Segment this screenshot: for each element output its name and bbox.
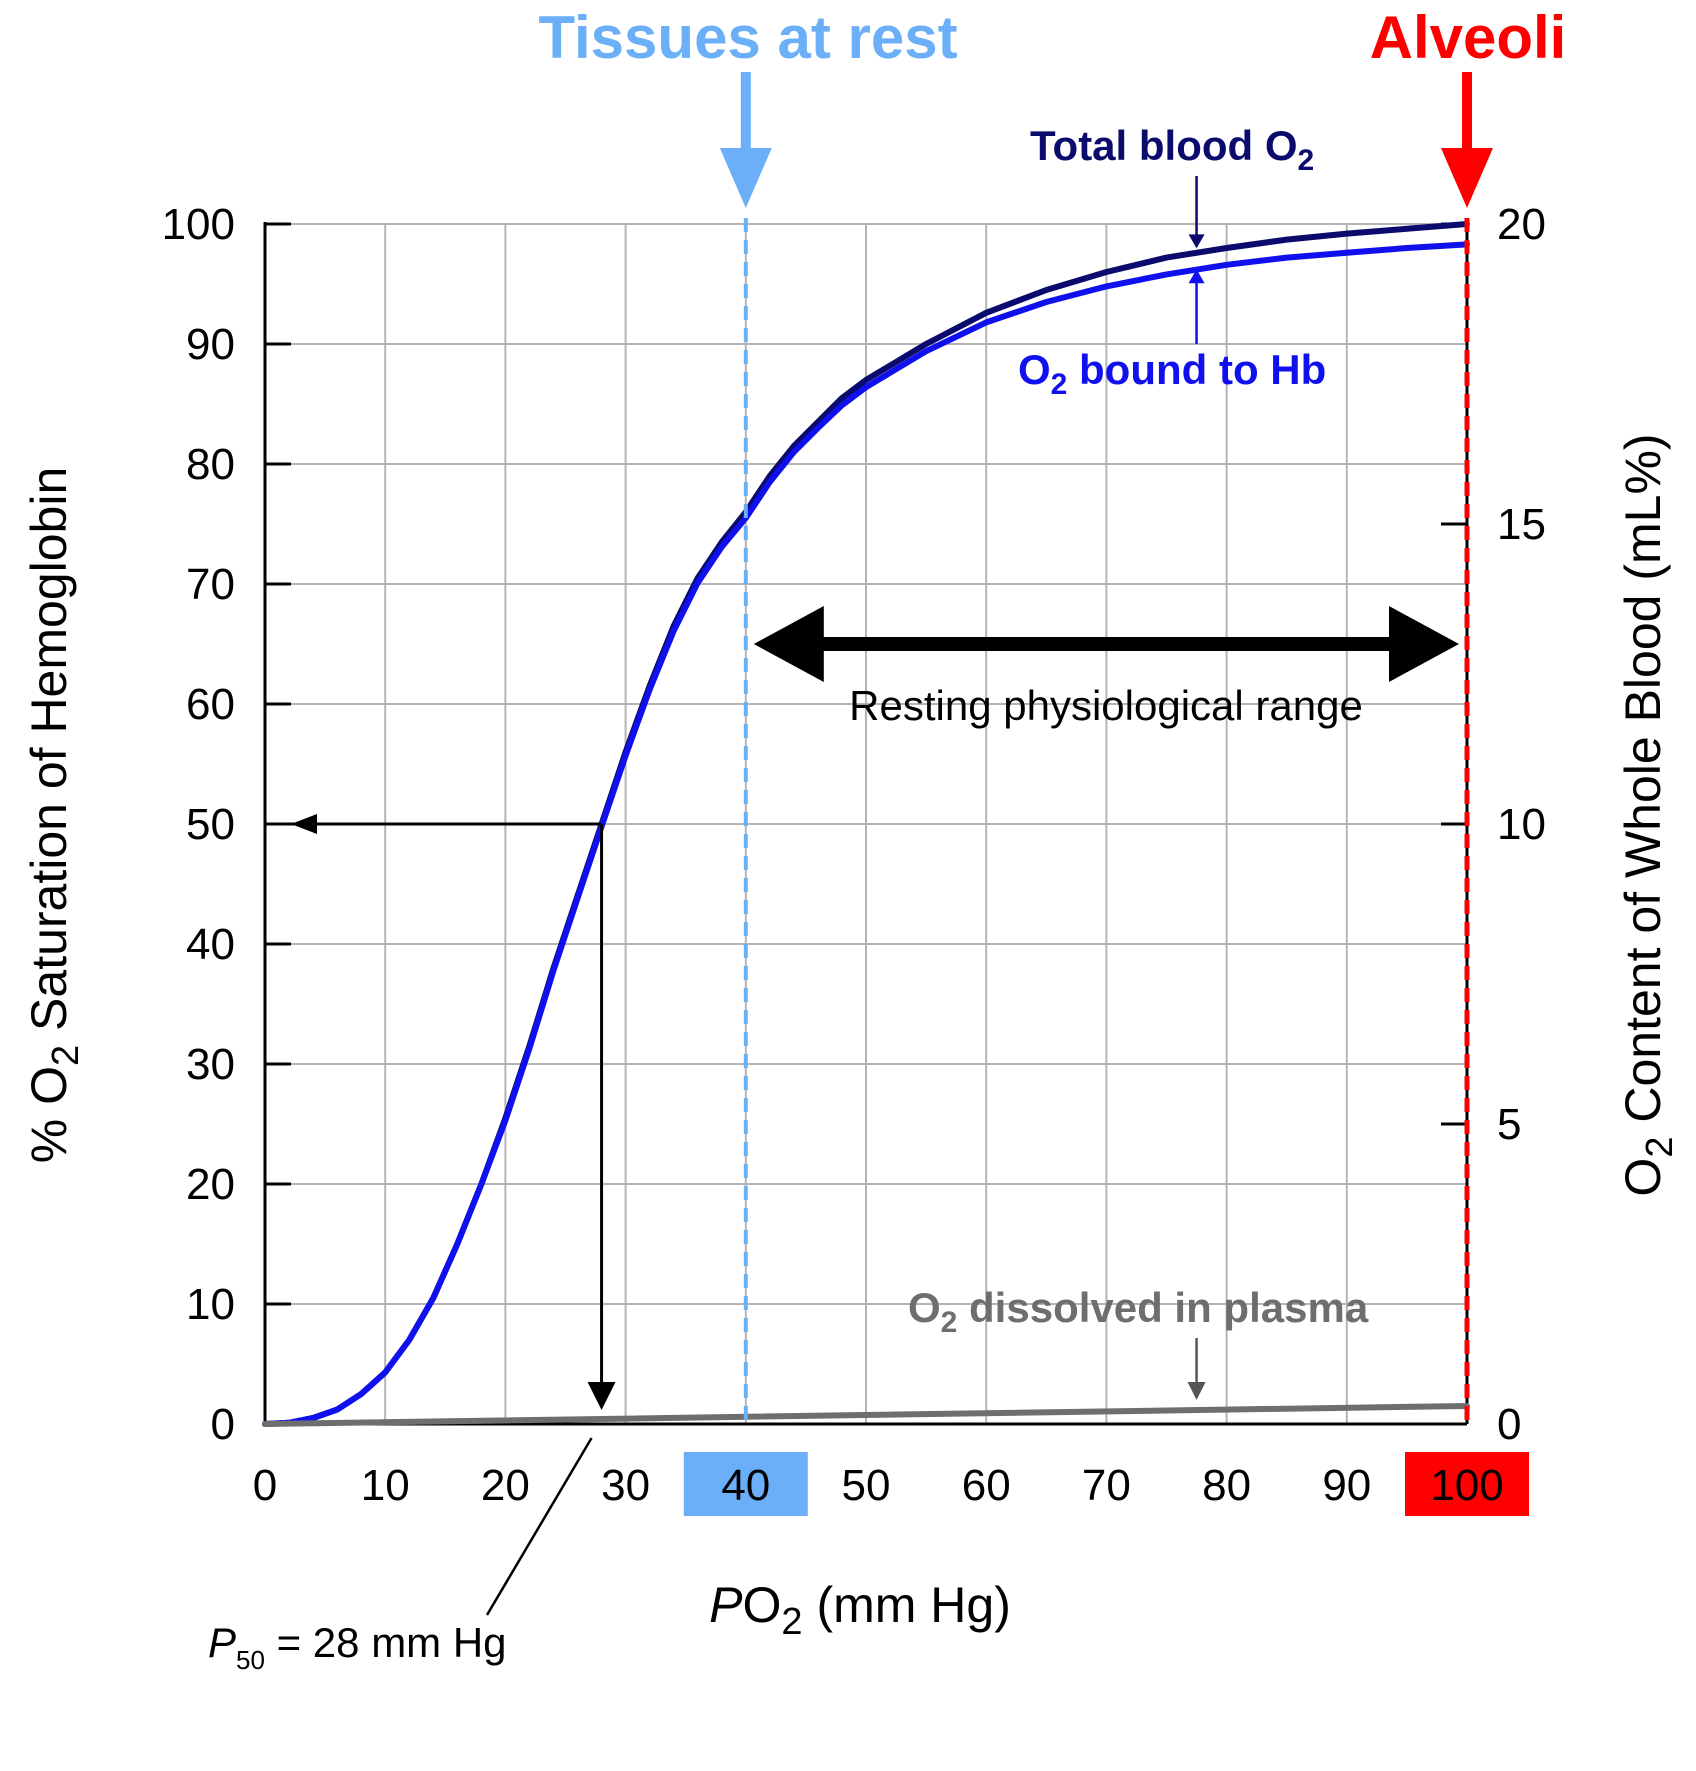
range-arrow-head-right: [1389, 606, 1459, 682]
y-left-tick-label: 50: [186, 800, 235, 849]
p50-leader-line: [485, 1437, 593, 1616]
y-left-tick-label: 100: [162, 200, 235, 249]
x-tick-label: 40: [721, 1461, 770, 1510]
resting-range-label: Resting physiological range: [849, 682, 1363, 729]
dissolved-pointer-head: [1187, 1382, 1206, 1400]
y-left-tick-label: 20: [186, 1160, 235, 1209]
y-right-tick-label: 5: [1497, 1100, 1521, 1149]
p50-down-arrow-head: [587, 1382, 616, 1410]
tissues-at-rest-label: Tissues at rest: [538, 4, 957, 71]
x-axis-title: PO2 (mm Hg): [709, 1577, 1011, 1643]
x-tick-label: 70: [1082, 1461, 1131, 1510]
range-arrow-head-left: [753, 606, 824, 682]
y-left-tick-label: 30: [186, 1040, 235, 1089]
x-tick-label: 30: [601, 1461, 650, 1510]
y-left-tick-label: 90: [186, 320, 235, 369]
alveoli-arrow-head: [1441, 148, 1493, 208]
bound-hb-pointer-head: [1188, 269, 1205, 284]
x-tick-highlight: [1405, 1452, 1529, 1516]
x-tick-label: 0: [253, 1461, 277, 1510]
y-right-tick-label: 20: [1497, 200, 1546, 249]
total-blood-o2-label: Total blood O2: [1030, 122, 1314, 177]
p50-left-arrow-head: [291, 814, 317, 834]
x-tick-label: 50: [842, 1461, 891, 1510]
y-left-tick-label: 10: [186, 1280, 235, 1329]
tick-labels: 0 10 20 30 40 50 60 70 80 90 100 0 5 10 15 20 0 10 20 30 40 5…: [162, 200, 1546, 1516]
y-left-tick-label: 0: [211, 1400, 235, 1449]
total-blood-pointer-head: [1188, 234, 1205, 249]
o2-dissolved-in-plasma-line: [262, 1403, 1470, 1427]
x-tick-highlight: [683, 1452, 808, 1516]
o2-bound-to-hb-curve: [262, 241, 1470, 1427]
y-right-axis-title: O2 Content of Whole Blood (mL%): [1615, 433, 1681, 1196]
o2-bound-to-hb-label: O2 bound to Hb: [1018, 346, 1326, 401]
y-right-tick-label: 15: [1497, 500, 1546, 549]
series-layer: [262, 221, 1470, 1427]
y-left-tick-label: 80: [186, 440, 235, 489]
y-left-tick-label: 60: [186, 680, 235, 729]
y-left-tick-label: 40: [186, 920, 235, 969]
x-tick-label: 90: [1322, 1461, 1371, 1510]
o2-dissolved-in-plasma-label: O2 dissolved in plasma: [908, 1284, 1369, 1339]
y-right-tick-label: 10: [1497, 800, 1546, 849]
tissues-arrow-head: [719, 148, 772, 208]
alveoli-label: Alveoli: [1370, 4, 1567, 71]
y-left-tick-label: 70: [186, 560, 235, 609]
x-tick-label: 100: [1430, 1461, 1503, 1510]
p50-label: P50 = 28 mm Hg: [208, 1619, 507, 1675]
marker-layer: [289, 72, 1493, 1616]
x-tick-label: 80: [1202, 1461, 1251, 1510]
x-tick-label: 20: [481, 1461, 530, 1510]
x-tick-label: 10: [361, 1461, 410, 1510]
y-right-tick-label: 0: [1497, 1400, 1521, 1449]
x-tick-label: 60: [962, 1461, 1011, 1510]
y-left-axis-title: % O2 Saturation of Hemoglobin: [21, 467, 87, 1164]
